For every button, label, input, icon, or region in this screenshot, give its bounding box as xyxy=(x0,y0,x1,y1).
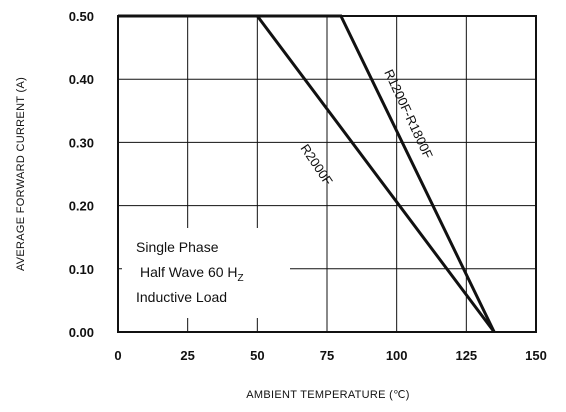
x-tick-labels: 0 25 50 75 100 125 150 xyxy=(114,348,546,363)
x-tick-label: 75 xyxy=(320,348,334,363)
note-line-2: Half Wave 60 HZ xyxy=(140,264,244,284)
y-axis-title: AVERAGE FORWARD CURRENT (A) xyxy=(15,77,27,271)
x-tick-label: 100 xyxy=(386,348,408,363)
x-tick-label: 0 xyxy=(114,348,121,363)
x-tick-label: 50 xyxy=(250,348,264,363)
series-label-r2000f: R2000F xyxy=(298,141,336,188)
note-line-1: Single Phase xyxy=(136,239,219,255)
plot-frame xyxy=(117,15,537,333)
y-tick-label: 0.20 xyxy=(69,199,94,214)
note-line-3: Inductive Load xyxy=(136,289,227,305)
y-tick-label: 0.50 xyxy=(69,9,94,24)
y-tick-labels: 0.00 0.10 0.20 0.30 0.40 0.50 xyxy=(69,9,94,340)
note-line-2-subscript: Z xyxy=(238,273,244,284)
y-tick-label: 0.30 xyxy=(69,135,94,150)
x-tick-label: 150 xyxy=(525,348,547,363)
note-background xyxy=(122,228,290,318)
note-line-2-main: Half Wave 60 H xyxy=(140,264,238,280)
y-tick-label: 0.00 xyxy=(69,325,94,340)
x-tick-label: 125 xyxy=(455,348,477,363)
x-axis-title: AMBIENT TEMPERATURE (℃) xyxy=(246,389,410,401)
y-tick-label: 0.10 xyxy=(69,262,94,277)
x-tick-label: 25 xyxy=(180,348,194,363)
y-tick-label: 0.40 xyxy=(69,72,94,87)
